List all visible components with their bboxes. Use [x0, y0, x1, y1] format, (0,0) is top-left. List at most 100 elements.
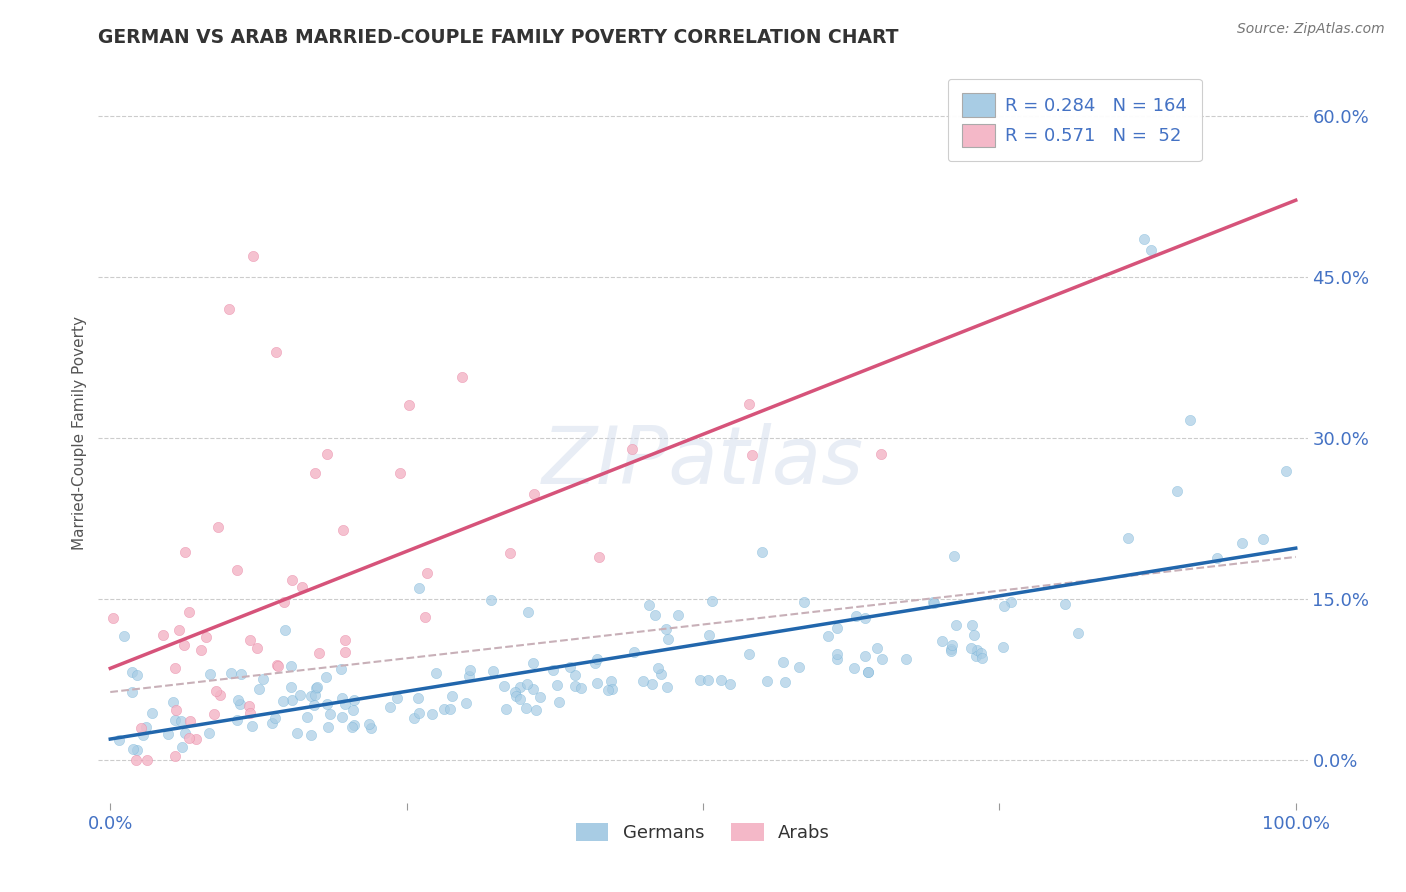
- Point: [378, 700, 401, 714]
- Point: [547, 695, 569, 709]
- Point: [870, 652, 893, 666]
- Point: [523, 487, 546, 501]
- Point: [190, 642, 212, 657]
- Point: [333, 698, 356, 712]
- Point: [689, 673, 711, 688]
- Point: [479, 592, 502, 607]
- Point: [179, 731, 201, 745]
- Y-axis label: Married-Couple Family Poverty: Married-Couple Family Poverty: [72, 316, 87, 549]
- Point: [569, 681, 592, 696]
- Point: [101, 611, 124, 625]
- Text: Source: ZipAtlas.com: Source: ZipAtlas.com: [1237, 22, 1385, 37]
- Point: [398, 398, 420, 412]
- Point: [939, 641, 962, 656]
- Point: [586, 652, 609, 666]
- Point: [1253, 532, 1275, 546]
- Point: [122, 741, 145, 756]
- Point: [291, 581, 314, 595]
- Point: [993, 599, 1015, 614]
- Point: [333, 645, 356, 659]
- Point: [304, 689, 326, 703]
- Point: [641, 677, 664, 691]
- Point: [1205, 550, 1227, 565]
- Point: [340, 720, 363, 734]
- Point: [219, 665, 242, 680]
- Point: [408, 706, 430, 721]
- Point: [425, 665, 447, 680]
- Point: [844, 661, 866, 675]
- Point: [315, 670, 337, 684]
- Point: [1230, 536, 1253, 550]
- Point: [817, 629, 839, 643]
- Point: [564, 668, 586, 682]
- Point: [165, 748, 187, 763]
- Point: [170, 740, 193, 755]
- Point: [260, 715, 283, 730]
- Text: ZIPatlas: ZIPatlas: [541, 423, 865, 501]
- Point: [546, 677, 568, 691]
- Point: [1000, 595, 1022, 609]
- Point: [333, 633, 356, 648]
- Point: [1133, 232, 1156, 246]
- Point: [541, 663, 564, 677]
- Point: [517, 605, 540, 619]
- Point: [226, 693, 249, 707]
- Point: [741, 448, 763, 462]
- Point: [939, 644, 962, 658]
- Point: [107, 733, 129, 747]
- Point: [481, 665, 503, 679]
- Point: [197, 726, 219, 740]
- Point: [238, 698, 260, 713]
- Point: [960, 617, 983, 632]
- Point: [588, 550, 610, 565]
- Point: [825, 621, 848, 635]
- Point: [343, 693, 366, 707]
- Point: [125, 667, 148, 681]
- Point: [644, 607, 666, 622]
- Point: [515, 701, 537, 715]
- Point: [700, 594, 723, 608]
- Point: [586, 676, 609, 690]
- Point: [943, 549, 966, 563]
- Point: [869, 447, 891, 461]
- Point: [600, 681, 623, 696]
- Point: [135, 753, 157, 767]
- Point: [229, 697, 252, 711]
- Point: [218, 302, 240, 317]
- Point: [1166, 484, 1188, 499]
- Point: [720, 677, 742, 691]
- Point: [1067, 626, 1090, 640]
- Point: [141, 706, 163, 720]
- Point: [439, 702, 461, 716]
- Point: [524, 702, 547, 716]
- Point: [406, 691, 429, 706]
- Point: [647, 660, 669, 674]
- Point: [866, 640, 889, 655]
- Point: [319, 706, 342, 721]
- Point: [666, 607, 689, 622]
- Text: GERMAN VS ARAB MARRIED-COUPLE FAMILY POVERTY CORRELATION CHART: GERMAN VS ARAB MARRIED-COUPLE FAMILY POV…: [98, 28, 898, 47]
- Point: [564, 679, 586, 693]
- Point: [288, 688, 311, 702]
- Point: [225, 713, 247, 727]
- Point: [246, 641, 269, 656]
- Point: [657, 680, 679, 694]
- Point: [266, 658, 288, 673]
- Point: [131, 728, 153, 742]
- Point: [152, 628, 174, 642]
- Point: [825, 651, 848, 665]
- Point: [281, 693, 304, 707]
- Point: [457, 669, 479, 683]
- Point: [165, 661, 187, 675]
- Point: [655, 622, 678, 636]
- Point: [856, 665, 879, 679]
- Point: [165, 714, 187, 728]
- Point: [853, 610, 876, 624]
- Point: [522, 657, 544, 671]
- Point: [456, 696, 478, 710]
- Point: [274, 623, 297, 637]
- Point: [650, 666, 672, 681]
- Point: [131, 721, 153, 735]
- Point: [1275, 464, 1298, 478]
- Point: [991, 640, 1014, 655]
